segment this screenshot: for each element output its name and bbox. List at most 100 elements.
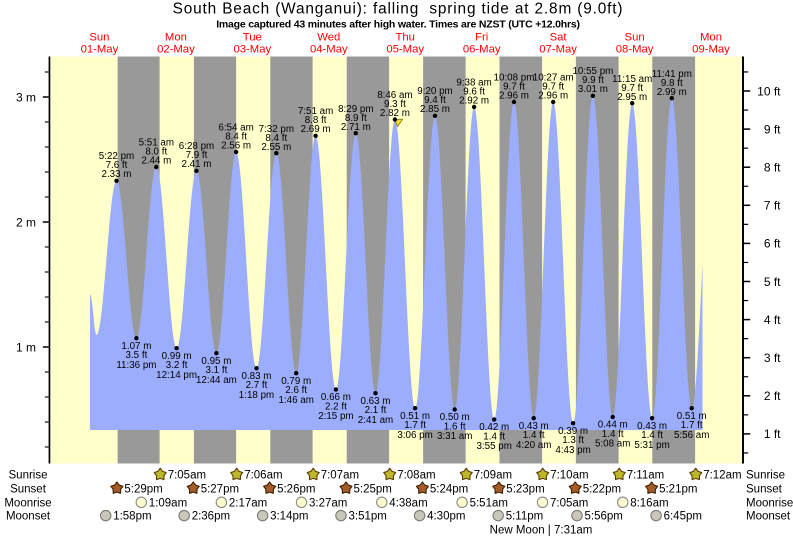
svg-text:2.41 m: 2.41 m — [182, 159, 212, 170]
svg-text:02-May: 02-May — [157, 44, 195, 56]
svg-text:4:38am: 4:38am — [389, 497, 427, 509]
svg-text:0.99 m: 0.99 m — [162, 351, 192, 362]
svg-text:12:44 am: 12:44 am — [196, 375, 237, 386]
svg-text:7:05am: 7:05am — [550, 497, 588, 509]
svg-text:9.7 ft: 9.7 ft — [503, 82, 525, 93]
svg-text:1.4 ft: 1.4 ft — [602, 429, 624, 440]
svg-text:7:51 am: 7:51 am — [298, 106, 333, 117]
svg-text:7:08am: 7:08am — [397, 470, 435, 482]
svg-text:9:20 pm: 9:20 pm — [417, 86, 452, 97]
svg-text:9.7 ft: 9.7 ft — [621, 83, 643, 94]
svg-text:7:12am: 7:12am — [703, 470, 741, 482]
svg-text:8.0 ft: 8.0 ft — [145, 147, 167, 158]
svg-text:09-May: 09-May — [692, 44, 730, 56]
svg-text:3 m: 3 m — [16, 90, 36, 104]
svg-text:4:30pm: 4:30pm — [427, 511, 465, 523]
svg-text:1.4 ft: 1.4 ft — [483, 432, 505, 443]
svg-text:New Moon | 7:31am: New Moon | 7:31am — [490, 525, 593, 537]
svg-text:Moonset: Moonset — [746, 511, 791, 523]
svg-text:Moonrise: Moonrise — [4, 497, 51, 509]
svg-text:1 ft: 1 ft — [764, 427, 781, 441]
svg-text:10 ft: 10 ft — [757, 84, 781, 98]
svg-text:0.66 m: 0.66 m — [321, 392, 351, 403]
svg-text:9.8 ft: 9.8 ft — [661, 78, 683, 89]
svg-text:7:10am: 7:10am — [550, 470, 588, 482]
svg-text:08-May: 08-May — [616, 44, 654, 56]
svg-text:7:09am: 7:09am — [474, 470, 512, 482]
svg-text:2.44 m: 2.44 m — [141, 156, 171, 167]
svg-text:9:38 am: 9:38 am — [456, 78, 491, 89]
svg-text:5:23pm: 5:23pm — [506, 483, 544, 495]
svg-text:1:18 pm: 1:18 pm — [239, 390, 274, 401]
svg-text:7:11am: 7:11am — [627, 470, 665, 482]
svg-text:2.6 ft: 2.6 ft — [285, 385, 307, 396]
svg-text:5:31 pm: 5:31 pm — [634, 440, 669, 451]
svg-text:Fri: Fri — [475, 32, 488, 44]
svg-text:Sun: Sun — [89, 32, 109, 44]
svg-text:5:26pm: 5:26pm — [277, 483, 315, 495]
svg-text:2.71 m: 2.71 m — [341, 122, 371, 133]
svg-text:Sunset: Sunset — [10, 483, 47, 495]
svg-text:06-May: 06-May — [463, 44, 501, 56]
svg-text:0.51 m: 0.51 m — [400, 411, 430, 422]
svg-text:5:08 am: 5:08 am — [595, 439, 630, 450]
svg-text:11:15 am: 11:15 am — [612, 74, 652, 85]
svg-text:3:27am: 3:27am — [309, 497, 347, 509]
svg-text:0.79 m: 0.79 m — [281, 376, 311, 387]
svg-text:0.39 m: 0.39 m — [558, 426, 588, 437]
svg-text:11:36 pm: 11:36 pm — [116, 360, 156, 371]
svg-text:2.69 m: 2.69 m — [301, 124, 331, 135]
svg-text:05-May: 05-May — [386, 44, 424, 56]
svg-text:2.85 m: 2.85 m — [420, 104, 450, 115]
svg-text:9.4 ft: 9.4 ft — [424, 95, 446, 106]
svg-text:11:41 pm: 11:41 pm — [652, 69, 692, 80]
svg-text:7:32 pm: 7:32 pm — [259, 124, 294, 135]
svg-text:3.2 ft: 3.2 ft — [166, 360, 188, 371]
svg-text:5:21pm: 5:21pm — [659, 483, 697, 495]
svg-text:0.83 m: 0.83 m — [242, 371, 272, 382]
svg-text:07-May: 07-May — [539, 44, 577, 56]
svg-text:8.4 ft: 8.4 ft — [225, 132, 247, 143]
svg-text:2.95 m: 2.95 m — [617, 92, 647, 103]
svg-text:2.55 m: 2.55 m — [261, 142, 291, 153]
svg-text:8:16am: 8:16am — [630, 497, 668, 509]
svg-text:10:27 am: 10:27 am — [533, 73, 574, 84]
svg-text:8.4 ft: 8.4 ft — [265, 133, 287, 144]
svg-text:Moonset: Moonset — [6, 511, 51, 523]
svg-text:2.92 m: 2.92 m — [459, 96, 489, 107]
svg-text:3.5 ft: 3.5 ft — [126, 350, 148, 361]
svg-text:1.4 ft: 1.4 ft — [641, 430, 663, 441]
svg-text:Sun: Sun — [625, 32, 645, 44]
svg-text:5:22 pm: 5:22 pm — [99, 151, 134, 162]
svg-text:5:11pm: 5:11pm — [506, 511, 544, 523]
svg-text:3:06 pm: 3:06 pm — [397, 430, 432, 441]
svg-text:9.7 ft: 9.7 ft — [542, 82, 564, 93]
svg-text:2.96 m: 2.96 m — [499, 91, 529, 102]
svg-text:9.6 ft: 9.6 ft — [463, 87, 485, 98]
svg-text:5:56pm: 5:56pm — [585, 511, 623, 523]
svg-text:2.56 m: 2.56 m — [221, 141, 251, 152]
svg-text:7:05am: 7:05am — [168, 470, 206, 482]
svg-text:7.6 ft: 7.6 ft — [106, 160, 128, 171]
svg-text:3:14pm: 3:14pm — [270, 511, 308, 523]
svg-text:1.7 ft: 1.7 ft — [681, 420, 703, 431]
svg-text:5:51am: 5:51am — [470, 497, 508, 509]
svg-text:0.63 m: 0.63 m — [361, 396, 391, 407]
svg-text:8.8 ft: 8.8 ft — [305, 115, 327, 126]
svg-text:2.7 ft: 2.7 ft — [246, 380, 268, 391]
svg-text:5:51 am: 5:51 am — [139, 138, 174, 149]
svg-text:2:36pm: 2:36pm — [192, 511, 230, 523]
svg-text:8:46 am: 8:46 am — [377, 90, 412, 101]
svg-text:7:06am: 7:06am — [244, 470, 282, 482]
svg-text:Thu: Thu — [395, 32, 414, 44]
svg-text:1:09am: 1:09am — [149, 497, 187, 509]
svg-text:Sunrise: Sunrise — [9, 470, 48, 482]
svg-text:Sat: Sat — [550, 32, 568, 44]
svg-text:Moonrise: Moonrise — [746, 497, 793, 509]
svg-text:2.99 m: 2.99 m — [657, 87, 687, 98]
svg-text:Mon: Mon — [700, 32, 722, 44]
svg-text:3 ft: 3 ft — [764, 351, 781, 365]
svg-text:5:24pm: 5:24pm — [430, 483, 468, 495]
svg-text:4:43 pm: 4:43 pm — [555, 445, 590, 456]
svg-text:9.9 ft: 9.9 ft — [582, 75, 604, 86]
